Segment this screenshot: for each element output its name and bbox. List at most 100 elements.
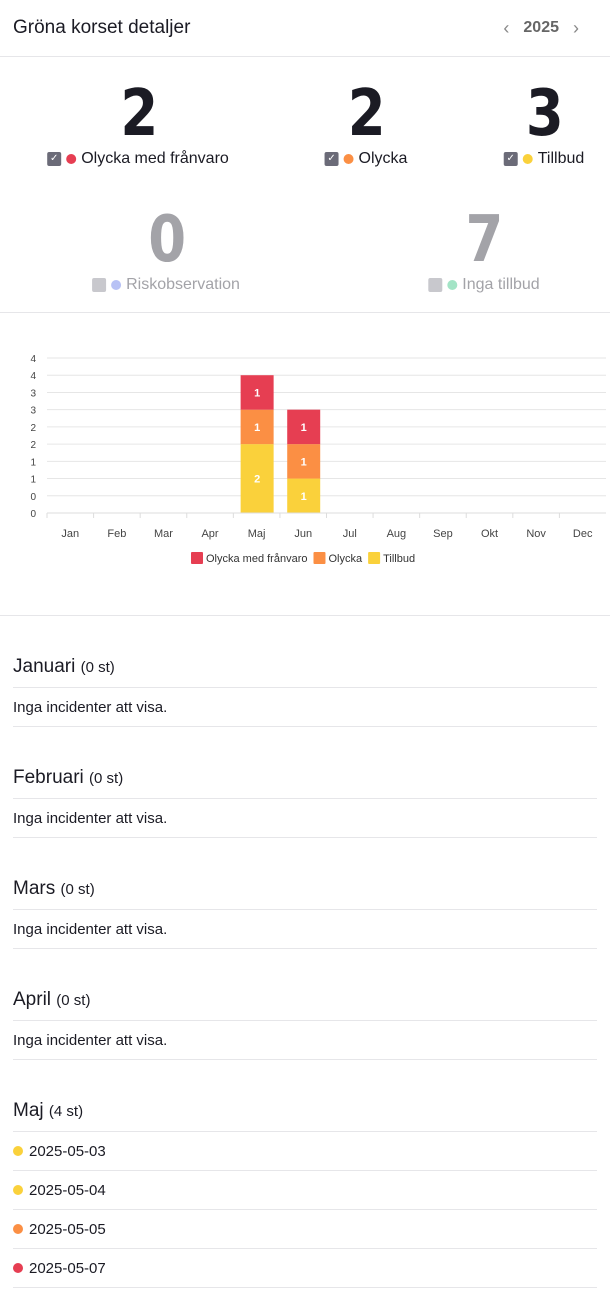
checkbox[interactable] bbox=[92, 278, 107, 292]
month-name: Januari bbox=[13, 656, 76, 677]
bar-segment[interactable] bbox=[240, 409, 274, 445]
stat-label: Olycka med frånvaro bbox=[81, 150, 229, 167]
checkbox[interactable] bbox=[428, 278, 443, 292]
color-dot-icon bbox=[447, 280, 458, 290]
bar-segment[interactable] bbox=[240, 375, 274, 410]
bar-data-label: 1 bbox=[301, 422, 307, 434]
empty-message: Inga incidenter att visa. bbox=[13, 910, 597, 949]
bar-segment[interactable] bbox=[287, 409, 321, 445]
bar-chart: 0 0 1 1 2 2 3 3 4 4 Jan Feb Mar Apr Maj 2 1 1 Jun 1 1 1 Jul Aug… bbox=[30, 354, 606, 565]
legend-swatch[interactable] bbox=[368, 552, 381, 564]
stat-value: 2 bbox=[347, 77, 386, 151]
month-count: (0 st) bbox=[80, 659, 115, 676]
stat-label: Riskobservation bbox=[126, 276, 240, 293]
month-heading: Januari (0 st) bbox=[13, 616, 597, 688]
x-tick-label: Dec bbox=[573, 528, 593, 540]
legend-swatch[interactable] bbox=[313, 552, 326, 564]
month-name: April bbox=[13, 989, 52, 1010]
stat-tillbud: 3 ✓ Tillbud bbox=[503, 82, 585, 168]
empty-message: Inga incidenter att visa. bbox=[13, 688, 597, 727]
incident-item[interactable]: 2025-05-04 bbox=[13, 1171, 597, 1210]
incident-item[interactable]: 2025-05-05 bbox=[13, 1210, 597, 1249]
bar-segment[interactable] bbox=[240, 444, 274, 513]
month-name: Mars bbox=[13, 878, 56, 899]
stat-value: 2 bbox=[119, 77, 158, 151]
y-tick-label: 2 bbox=[30, 440, 36, 451]
stat-filter[interactable]: Inga tillbud bbox=[428, 276, 540, 294]
bar-data-label: 1 bbox=[254, 422, 260, 434]
month-heading: Mars (0 st) bbox=[13, 838, 597, 910]
x-tick-label: Jun bbox=[294, 528, 312, 540]
stat-olycka: 2 ✓ Olycka bbox=[324, 77, 407, 168]
bar-data-label: 1 bbox=[301, 456, 307, 468]
y-tick-label: 0 bbox=[30, 509, 36, 520]
y-tick-label: 3 bbox=[30, 406, 36, 417]
header: Gröna korset detaljer ‹ 2025 › bbox=[0, 0, 610, 57]
month-heading: Februari (0 st) bbox=[13, 727, 597, 799]
stat-label: Inga tillbud bbox=[462, 276, 540, 293]
y-tick-label: 0 bbox=[30, 492, 36, 503]
incident-item[interactable]: 2025-05-03 bbox=[13, 1132, 597, 1171]
month-count: (4 st) bbox=[48, 1103, 84, 1120]
incident-date: 2025-05-05 bbox=[29, 1220, 106, 1238]
stat-olycka-med-frånvaro: 2 ✓ Olycka med frånvaro bbox=[47, 82, 229, 168]
chevron-right-icon[interactable]: › bbox=[573, 17, 579, 38]
stat-inga-tillbud: 7 Inga tillbud bbox=[428, 203, 540, 294]
x-tick-label: Jan bbox=[61, 528, 79, 540]
x-tick-label: Maj bbox=[248, 528, 266, 540]
month-section: Februari (0 st) Inga incidenter att visa. bbox=[13, 727, 597, 838]
empty-message: Inga incidenter att visa. bbox=[13, 799, 597, 838]
year-selector: ‹ 2025 › bbox=[503, 18, 579, 39]
stats-panel: 2 ✓ Olycka med frånvaro 2 ✓ Olycka 3 ✓ Tillbu… bbox=[0, 57, 610, 313]
empty-message: Inga incidenter att visa. bbox=[13, 1021, 597, 1060]
bar-data-label: 1 bbox=[301, 491, 307, 503]
bar-segment[interactable] bbox=[287, 478, 321, 513]
legend-swatch[interactable] bbox=[191, 552, 203, 564]
stat-filter[interactable]: ✓ Olycka bbox=[324, 150, 407, 168]
stat-filter[interactable]: Riskobservation bbox=[92, 276, 240, 294]
month-heading: April (0 st) bbox=[13, 949, 597, 1021]
incident-date: 2025-05-04 bbox=[29, 1181, 106, 1199]
month-count: (0 st) bbox=[60, 881, 95, 898]
stat-riskobservation: 0 Riskobservation bbox=[92, 208, 240, 294]
x-tick-label: Jul bbox=[343, 528, 357, 540]
incident-type-dot-icon bbox=[13, 1224, 23, 1234]
color-dot-icon bbox=[66, 154, 77, 164]
x-tick-label: Apr bbox=[201, 528, 218, 540]
stat-value: 7 bbox=[465, 203, 504, 277]
bar-segment[interactable] bbox=[287, 444, 321, 479]
month-section: April (0 st) Inga incidenter att visa. bbox=[13, 949, 597, 1060]
y-tick-label: 4 bbox=[30, 371, 36, 382]
month-heading: Maj (4 st) bbox=[13, 1060, 597, 1132]
month-section: Januari (0 st) Inga incidenter att visa. bbox=[13, 616, 597, 727]
x-tick-label: Nov bbox=[526, 528, 546, 540]
month-name: Maj bbox=[13, 1100, 44, 1121]
legend-label[interactable]: Olycka med frånvaro bbox=[206, 553, 307, 565]
month-count: (0 st) bbox=[56, 992, 91, 1009]
chart: 0 0 1 1 2 2 3 3 4 4 Jan Feb Mar Apr Maj 2 1 1 Jun 1 1 1 Jul Aug… bbox=[0, 313, 610, 616]
stat-filter[interactable]: ✓ Olycka med frånvaro bbox=[47, 150, 229, 168]
legend-label[interactable]: Tillbud bbox=[383, 553, 415, 565]
x-tick-label: Feb bbox=[107, 528, 126, 540]
color-dot-icon bbox=[343, 154, 354, 164]
year-label: 2025 bbox=[523, 19, 559, 36]
color-dot-icon bbox=[111, 280, 122, 290]
chevron-left-icon[interactable]: ‹ bbox=[503, 17, 510, 38]
month-section: Mars (0 st) Inga incidenter att visa. bbox=[13, 838, 597, 949]
x-tick-label: Mar bbox=[154, 528, 173, 540]
stat-filter[interactable]: ✓ Tillbud bbox=[503, 150, 585, 168]
month-list: Januari (0 st) Inga incidenter att visa. F… bbox=[0, 616, 610, 1288]
legend-label[interactable]: Olycka bbox=[328, 553, 363, 565]
y-tick-label: 3 bbox=[30, 388, 36, 399]
incident-type-dot-icon bbox=[13, 1263, 23, 1273]
incident-date: 2025-05-07 bbox=[29, 1259, 106, 1277]
incident-item[interactable]: 2025-05-07 bbox=[13, 1249, 597, 1288]
checkbox[interactable]: ✓ bbox=[503, 152, 518, 166]
bar-data-label: 1 bbox=[254, 387, 260, 399]
checkbox[interactable]: ✓ bbox=[47, 152, 62, 166]
stat-label: Tillbud bbox=[537, 150, 585, 167]
y-tick-label: 2 bbox=[30, 423, 36, 434]
bar-data-label: 2 bbox=[254, 474, 260, 486]
checkbox[interactable]: ✓ bbox=[324, 152, 339, 166]
y-tick-label: 1 bbox=[30, 475, 36, 486]
